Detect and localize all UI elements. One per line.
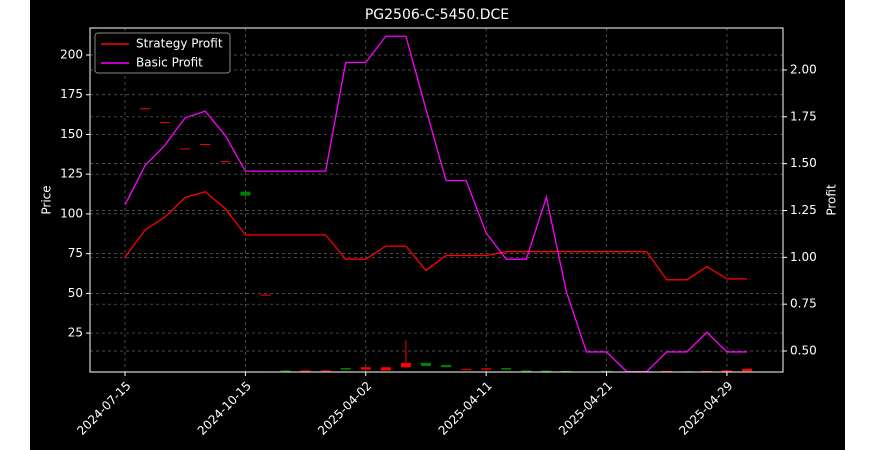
- candle-body: [701, 370, 712, 372]
- y2-tick-label: 1.25: [790, 203, 817, 217]
- profit-line: [124, 191, 747, 281]
- candle-body: [481, 368, 492, 370]
- candle-body: [420, 362, 431, 366]
- y2-tick-label: 0.75: [790, 297, 817, 311]
- y-tick-label: 100: [60, 206, 83, 220]
- y2-tick-label: 0.50: [790, 344, 817, 358]
- y-tick-label: 50: [68, 286, 83, 300]
- y-tick-label: 25: [68, 326, 83, 340]
- candle-body: [360, 367, 371, 370]
- y-axis-label: Price: [40, 185, 54, 214]
- candle-body: [561, 370, 572, 372]
- chart-title: PG2506-C-5450.DCE: [365, 7, 509, 23]
- candle-body: [601, 370, 612, 372]
- candle-body: [501, 368, 512, 370]
- y2-tick-label: 1.50: [790, 156, 817, 170]
- legend-label: Strategy Profit: [136, 37, 223, 51]
- candle-body: [220, 161, 231, 163]
- y-tick-label: 125: [60, 167, 83, 181]
- plot-frame: [89, 27, 784, 373]
- candle-body: [340, 368, 351, 370]
- y-tick-label: 175: [60, 87, 83, 101]
- y-tick-label: 150: [60, 127, 83, 141]
- candle-body: [180, 148, 191, 150]
- candle-body: [160, 122, 171, 124]
- y-tick-label: 200: [60, 48, 83, 62]
- candle-body: [260, 294, 271, 296]
- candle-body: [541, 370, 552, 372]
- candle-body: [721, 370, 732, 372]
- y2-tick-label: 1.00: [790, 250, 817, 264]
- legend-label: Basic Profit: [136, 56, 203, 70]
- candle-body: [140, 108, 151, 110]
- candle-body: [320, 370, 331, 372]
- candle-body: [280, 370, 291, 372]
- candle-body: [400, 362, 411, 368]
- candle-body: [240, 191, 251, 196]
- candle-body: [742, 368, 752, 372]
- y-tick-label: 75: [68, 246, 83, 260]
- candle-body: [461, 368, 472, 370]
- y2-axis-label: Profit: [825, 184, 839, 216]
- candle-body: [300, 370, 311, 372]
- candle-body: [661, 370, 672, 372]
- y2-tick-label: 2.00: [790, 62, 817, 76]
- y2-tick-label: 1.75: [790, 109, 817, 123]
- background: [30, 0, 845, 450]
- candle-body: [441, 365, 452, 368]
- candle-body: [380, 367, 391, 371]
- candle-body: [200, 143, 211, 145]
- candle-body: [521, 370, 532, 372]
